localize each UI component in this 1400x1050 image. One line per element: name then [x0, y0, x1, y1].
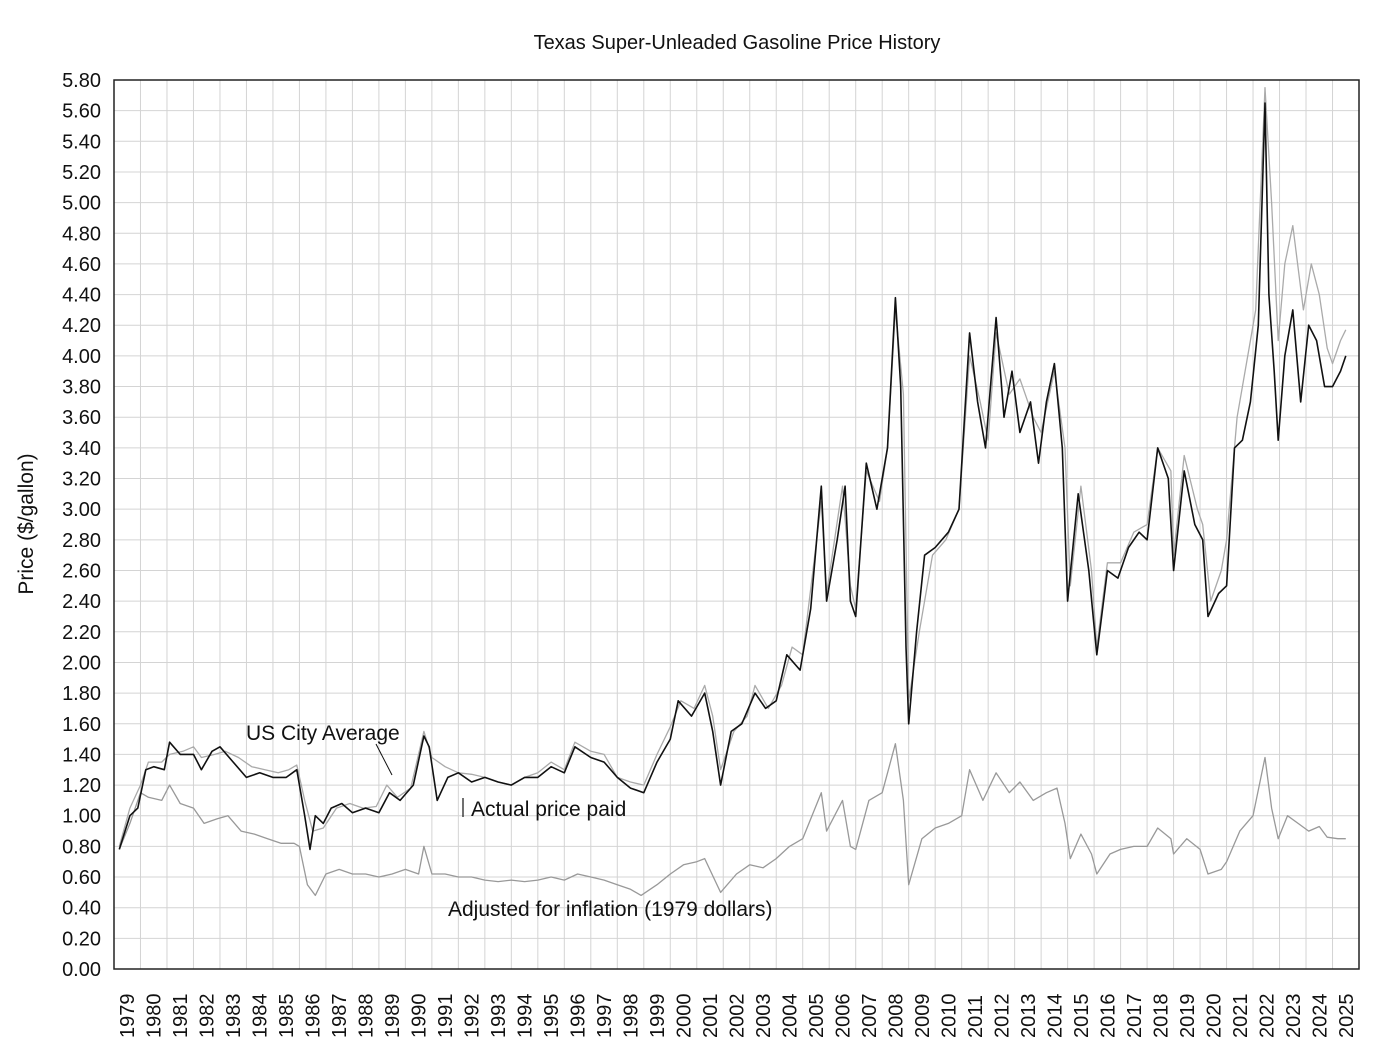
- x-tick-label: 2004: [779, 994, 801, 1039]
- x-tick-label: 1980: [144, 994, 166, 1039]
- series-line-us-city-average: [118, 87, 1347, 847]
- y-tick-label: 2.80: [62, 530, 101, 552]
- y-tick-label: 2.00: [62, 652, 101, 674]
- y-tick-labels: 0.00 0.20 0.40 0.60 0.80 1.00 1.20 1.40 1.60 1.80…: [62, 70, 101, 981]
- y-tick-label: 3.60: [62, 407, 101, 429]
- series-line-adjusted-for-inflation-1979-dollars: [118, 743, 1346, 897]
- chart-title: Texas Super-Unleaded Gasoline Price Hist…: [534, 32, 941, 54]
- annotation-adjusted-for-inflation: Adjusted for inflation (1979 dollars): [448, 898, 773, 921]
- x-tick-label: 1981: [170, 994, 192, 1039]
- y-tick-label: 4.00: [62, 346, 101, 368]
- y-tick-label: 1.60: [62, 714, 101, 736]
- x-tick-label: 2019: [1177, 994, 1199, 1039]
- y-tick-label: 4.40: [62, 285, 101, 307]
- y-tick-label: 4.20: [62, 315, 101, 337]
- x-tick-label: 2015: [1071, 994, 1093, 1039]
- x-tick-label: 2025: [1336, 994, 1358, 1039]
- x-tick-label: 2007: [859, 994, 881, 1039]
- x-tick-label: 1982: [197, 994, 219, 1039]
- series-line-actual-price-paid: [118, 102, 1347, 851]
- y-tick-label: 2.40: [62, 591, 101, 613]
- x-tick-label: 2012: [991, 994, 1013, 1039]
- x-tick-label: 1997: [594, 994, 616, 1039]
- x-tick-label: 1993: [488, 994, 510, 1039]
- x-tick-label: 2008: [885, 994, 907, 1039]
- x-tick-label: 2021: [1230, 994, 1252, 1039]
- x-tick-label: 2014: [1044, 994, 1066, 1039]
- y-tick-label: 5.60: [62, 101, 101, 123]
- y-tick-label: 3.20: [62, 469, 101, 491]
- x-tick-label: 1979: [117, 994, 139, 1039]
- x-tick-label: 1996: [568, 994, 590, 1039]
- grid: [113, 79, 1360, 970]
- y-tick-label: 5.80: [62, 70, 101, 92]
- x-tick-label: 2005: [806, 994, 828, 1039]
- y-tick-label: 0.80: [62, 836, 101, 858]
- y-tick-label: 3.40: [62, 438, 101, 460]
- y-tick-label: 5.20: [62, 162, 101, 184]
- us-city-average-pointer: [375, 743, 393, 776]
- y-tick-label: 1.20: [62, 775, 101, 797]
- y-tick-label: 2.20: [62, 622, 101, 644]
- x-tick-label: 2018: [1150, 994, 1172, 1039]
- x-tick-label: 2023: [1283, 994, 1305, 1039]
- y-tick-label: 3.00: [62, 499, 101, 521]
- x-tick-label: 1984: [250, 994, 272, 1039]
- y-axis-label: Price ($/gallon): [15, 453, 38, 594]
- x-tick-label: 1994: [515, 994, 537, 1039]
- x-tick-label: 1989: [382, 994, 404, 1039]
- plot-frame: [113, 79, 1360, 970]
- x-tick-label: 1999: [647, 994, 669, 1039]
- x-tick-label: 2000: [674, 994, 696, 1039]
- y-tick-label: 1.00: [62, 806, 101, 828]
- y-tick-label: 3.80: [62, 377, 101, 399]
- x-tick-label: 1987: [329, 994, 351, 1039]
- series-lines: [118, 87, 1347, 897]
- x-tick-label: 2024: [1309, 994, 1331, 1039]
- y-tick-label: 0.40: [62, 898, 101, 920]
- annotation-actual-price-paid: Actual price paid: [471, 798, 626, 821]
- x-tick-label: 2002: [727, 994, 749, 1039]
- y-tick-label: 1.40: [62, 744, 101, 766]
- y-tick-label: 1.80: [62, 683, 101, 705]
- x-tick-label: 1995: [541, 994, 563, 1039]
- x-tick-label: 2017: [1124, 994, 1146, 1039]
- y-tick-label: 0.20: [62, 928, 101, 950]
- x-tick-label: 2003: [753, 994, 775, 1039]
- x-tick-label: 2022: [1256, 994, 1278, 1039]
- annotation-us-city-average: US City Average: [246, 722, 400, 745]
- y-tick-label: 0.60: [62, 867, 101, 889]
- y-tick-label: 4.80: [62, 223, 101, 245]
- y-tick-label: 4.60: [62, 254, 101, 276]
- y-tick-label: 5.40: [62, 131, 101, 153]
- x-tick-label: 2001: [700, 994, 722, 1039]
- x-tick-label: 1985: [276, 994, 298, 1039]
- x-tick-label: 2006: [832, 994, 854, 1039]
- y-tick-label: 2.60: [62, 560, 101, 582]
- x-tick-label: 2010: [938, 994, 960, 1039]
- x-tick-label: 2020: [1203, 994, 1225, 1039]
- x-tick-label: 1986: [303, 994, 325, 1039]
- x-tick-label: 1983: [223, 994, 245, 1039]
- x-tick-label: 2011: [965, 995, 987, 1038]
- x-tick-label: 1991: [435, 994, 457, 1039]
- x-tick-labels: 1979 1980 1981 1982 1983 1984 1985 1986 1987 1988…: [117, 994, 1358, 1039]
- x-tick-label: 2009: [912, 994, 934, 1039]
- x-tick-label: 1992: [462, 994, 484, 1039]
- x-tick-label: 2016: [1097, 994, 1119, 1039]
- y-tick-label: 5.00: [62, 193, 101, 215]
- x-tick-label: 1998: [621, 994, 643, 1039]
- x-tick-label: 1990: [409, 994, 431, 1039]
- x-tick-label: 1988: [356, 994, 378, 1039]
- x-tick-label: 2013: [1018, 994, 1040, 1039]
- y-tick-label: 0.00: [62, 959, 101, 981]
